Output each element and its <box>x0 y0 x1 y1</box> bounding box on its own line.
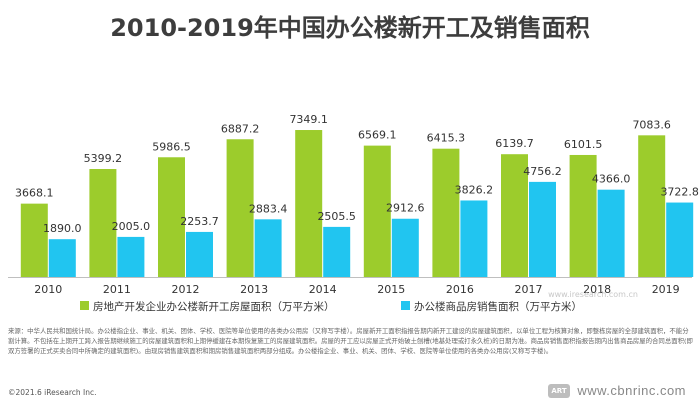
data-label-sales-2015: 2912.6 <box>386 202 425 215</box>
source-note-text: 来源：中华人民共和国统计局。办公楼指企业、事业、机关、团体、学校、医院等单位使用… <box>8 327 693 355</box>
bar-sales-2011 <box>117 236 145 277</box>
data-label-sales-2013: 2883.4 <box>249 202 288 215</box>
bar-new-construction-2015 <box>363 145 391 277</box>
x-tick-label-2012: 2012 <box>172 283 200 296</box>
data-label-new-construction-2017: 6139.7 <box>495 137 534 150</box>
bar-sales-2018 <box>597 189 625 277</box>
x-tick-label-2010: 2010 <box>34 283 62 296</box>
data-labels-group: 3668.1 1890.0 5399.2 2005.0 5986.5 2253.7 6887… <box>15 113 699 235</box>
bar-sales-2014 <box>323 226 351 277</box>
bar-new-construction-2014 <box>295 130 323 277</box>
legend-swatch-new-construction <box>80 301 89 310</box>
data-label-sales-2019: 3722.8 <box>660 186 699 199</box>
data-label-sales-2014: 2505.5 <box>317 210 356 223</box>
data-label-new-construction-2016: 6415.3 <box>427 132 466 145</box>
bar-sales-2013 <box>254 219 282 277</box>
legend: 房地产开发企业办公楼新开工房屋面积（万平方米） 办公楼商品房销售面积（万平方米） <box>80 300 582 313</box>
x-tick-label-2018: 2018 <box>583 283 611 296</box>
data-label-new-construction-2011: 5399.2 <box>84 152 123 165</box>
data-label-sales-2016: 3826.2 <box>455 183 494 196</box>
data-label-new-construction-2014: 7349.1 <box>289 113 328 126</box>
x-tick-label-2015: 2015 <box>377 283 405 296</box>
bar-new-construction-2018 <box>569 154 597 277</box>
x-tick-label-2011: 2011 <box>103 283 131 296</box>
data-label-sales-2010: 1890.0 <box>43 222 82 235</box>
data-label-new-construction-2018: 6101.5 <box>564 138 603 151</box>
copyright-text: ©2021.6 iResearch Inc. <box>8 388 97 397</box>
chart-title: 2010-2019年中国办公楼新开工及销售面积 <box>110 14 590 42</box>
bar-sales-2010 <box>48 239 76 277</box>
bar-sales-2017 <box>529 181 556 277</box>
watermark-text: www.iresearch.com.cn <box>548 290 638 299</box>
brand-logo: ART <box>548 384 570 398</box>
data-label-new-construction-2010: 3668.1 <box>15 187 54 200</box>
x-tick-labels: 2010 2011 2012 2013 2014 2015 2016 2017 2018 2019 <box>34 283 679 296</box>
bar-sales-2019 <box>666 202 694 277</box>
x-tick-label-2019: 2019 <box>652 283 680 296</box>
bar-new-construction-2017 <box>501 154 528 277</box>
data-label-sales-2012: 2253.7 <box>180 215 219 228</box>
data-label-sales-2018: 4366.0 <box>592 173 631 186</box>
bar-new-construction-2011 <box>89 169 117 277</box>
data-label-new-construction-2013: 6887.2 <box>221 122 260 135</box>
bar-new-construction-2019 <box>638 135 666 277</box>
x-tick-label-2016: 2016 <box>446 283 474 296</box>
source-notes: 来源：中华人民共和国统计局。办公楼指企业、事业、机关、团体、学校、医院等单位使用… <box>8 326 694 356</box>
website-link[interactable]: www.cbnrinc.com <box>577 383 686 398</box>
data-label-new-construction-2012: 5986.5 <box>152 140 191 153</box>
bar-sales-2015 <box>391 218 419 277</box>
bar-new-construction-2013 <box>226 139 254 277</box>
legend-label-new-construction: 房地产开发企业办公楼新开工房屋面积（万平方米） <box>93 300 335 313</box>
data-label-new-construction-2015: 6569.1 <box>358 129 397 142</box>
data-label-new-construction-2019: 7083.6 <box>632 118 671 131</box>
x-tick-label-2013: 2013 <box>240 283 268 296</box>
bar-new-construction-2016 <box>432 148 460 277</box>
x-tick-label-2017: 2017 <box>515 283 543 296</box>
bar-sales-2016 <box>460 200 488 277</box>
legend-label-sales: 办公楼商品房销售面积（万平方米） <box>414 300 582 313</box>
legend-swatch-sales <box>401 301 410 310</box>
bar-new-construction-2012 <box>158 157 185 277</box>
data-label-sales-2017: 4756.2 <box>523 165 562 178</box>
bar-new-construction-2010 <box>20 203 48 277</box>
data-label-sales-2011: 2005.0 <box>112 220 151 233</box>
bar-sales-2012 <box>186 231 213 277</box>
bars-group <box>20 130 694 277</box>
x-tick-label-2014: 2014 <box>309 283 337 296</box>
